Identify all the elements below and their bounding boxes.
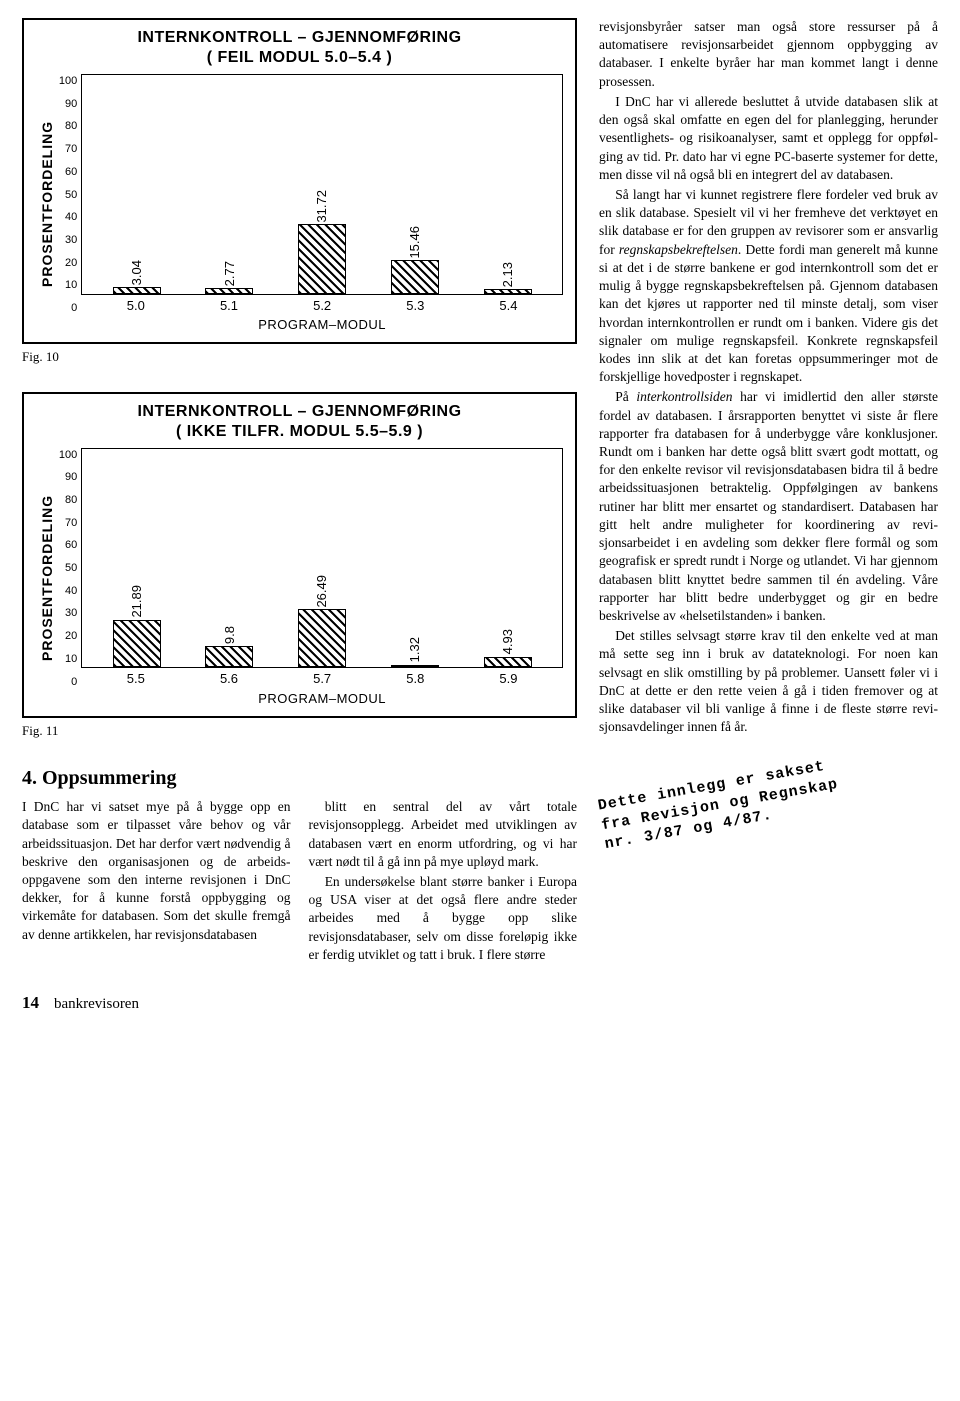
chart2-title-line1: INTERNKONTROLL – GJENNOMFØRING (36, 402, 563, 422)
bar-value-label: 26.49 (313, 575, 331, 608)
summary-columns: I DnC har vi satset mye på å bygge opp e… (22, 798, 577, 964)
chart2-title: INTERNKONTROLL – GJENNOMFØRING ( IKKE TI… (36, 402, 563, 442)
bar-value-label: 9.8 (221, 626, 239, 644)
bar-value-label: 31.72 (313, 190, 331, 223)
chart1-title-line2: ( FEIL MODUL 5.0–5.4 ) (36, 48, 563, 68)
bar-value-label: 2.13 (499, 262, 517, 287)
bar (391, 260, 439, 294)
chart1-caption: Fig. 10 (22, 348, 577, 366)
right-p5: Det stilles selvsagt større krav til den… (599, 627, 938, 736)
bar-value-label: 15.46 (406, 226, 424, 259)
journal-name: bankrevisoren (54, 996, 139, 1012)
bar-group: 3.04 (90, 75, 183, 294)
bar-value-label: 3.04 (128, 260, 146, 285)
chart2-title-line2: ( IKKE TILFR. MODUL 5.5–5.9 ) (36, 422, 563, 442)
bar-group: 2.77 (183, 75, 276, 294)
right-p2: I DnC har vi allerede besluttet å utvide… (599, 93, 938, 184)
chart2-ylabel: PROSENTFORDELING (36, 448, 59, 708)
chart1-xlabel: PROGRAM–MODUL (81, 314, 563, 334)
right-p1: revisjonsbyråer satser man også store re… (599, 18, 938, 91)
left-column: INTERNKONTROLL – GJENNOMFØRING ( FEIL MO… (22, 18, 577, 1015)
bar (391, 665, 439, 668)
source-stamp: Dette innlegg er sakset fra Revisjon og … (596, 738, 940, 854)
bar-group: 21.89 (90, 449, 183, 668)
bar (205, 646, 253, 667)
summary-p3: En undersøkelse blant større ban­ker i E… (309, 873, 578, 964)
bar (205, 288, 253, 294)
bar-group: 1.32 (369, 449, 462, 668)
chart1-title: INTERNKONTROLL – GJENNOMFØRING ( FEIL MO… (36, 28, 563, 68)
chart2-plot: 21.89 9.8 26.49 1.32 4.93 (81, 448, 563, 669)
bar-value-label: 21.89 (128, 585, 146, 618)
chart1-yaxis: 1009080706050403020100 (59, 74, 81, 334)
bar-group: 9.8 (183, 449, 276, 668)
bar-value-label: 1.32 (406, 637, 424, 662)
bar-value-label: 2.77 (221, 261, 239, 286)
summary-p1: I DnC har vi satset mye på å bygge opp e… (22, 798, 291, 944)
page-number: 14 (22, 993, 39, 1012)
bar (484, 289, 532, 294)
bar-group: 26.49 (276, 449, 369, 668)
chart-fig11: INTERNKONTROLL – GJENNOMFØRING ( IKKE TI… (22, 392, 577, 718)
summary-p2: blitt en sentral del av vårt totale revi… (309, 798, 578, 871)
summary-heading: 4. Oppsummering (22, 765, 577, 792)
bar (113, 287, 161, 294)
bar (298, 609, 346, 667)
right-p4: På interkontrollsiden har vi imidler­tid… (599, 388, 938, 625)
page-footer: 14 bankrevisoren (22, 992, 577, 1015)
bar-group: 4.93 (461, 449, 554, 668)
chart2-yaxis: 1009080706050403020100 (59, 448, 81, 708)
bar-group: 15.46 (369, 75, 462, 294)
bar (113, 620, 161, 668)
chart2-xticks: 5.55.65.75.85.9 (81, 668, 563, 688)
chart2-xlabel: PROGRAM–MODUL (81, 688, 563, 708)
right-p3: Så langt har vi kunnet registrere flere … (599, 186, 938, 386)
right-column: revisjonsbyråer satser man også store re… (599, 18, 938, 1015)
bar (298, 224, 346, 293)
summary-section: 4. Oppsummering I DnC har vi satset mye … (22, 765, 577, 964)
chart1-ylabel: PROSENTFORDELING (36, 74, 59, 334)
bar (484, 657, 532, 668)
bar-group: 31.72 (276, 75, 369, 294)
chart2-caption: Fig. 11 (22, 722, 577, 740)
bar-value-label: 4.93 (499, 629, 517, 654)
bar-group: 2.13 (461, 75, 554, 294)
chart1-xticks: 5.05.15.25.35.4 (81, 295, 563, 315)
chart1-title-line1: INTERNKONTROLL – GJENNOMFØRING (36, 28, 563, 48)
chart-fig10: INTERNKONTROLL – GJENNOMFØRING ( FEIL MO… (22, 18, 577, 344)
chart1-plot: 3.04 2.77 31.72 15.46 2.13 (81, 74, 563, 295)
